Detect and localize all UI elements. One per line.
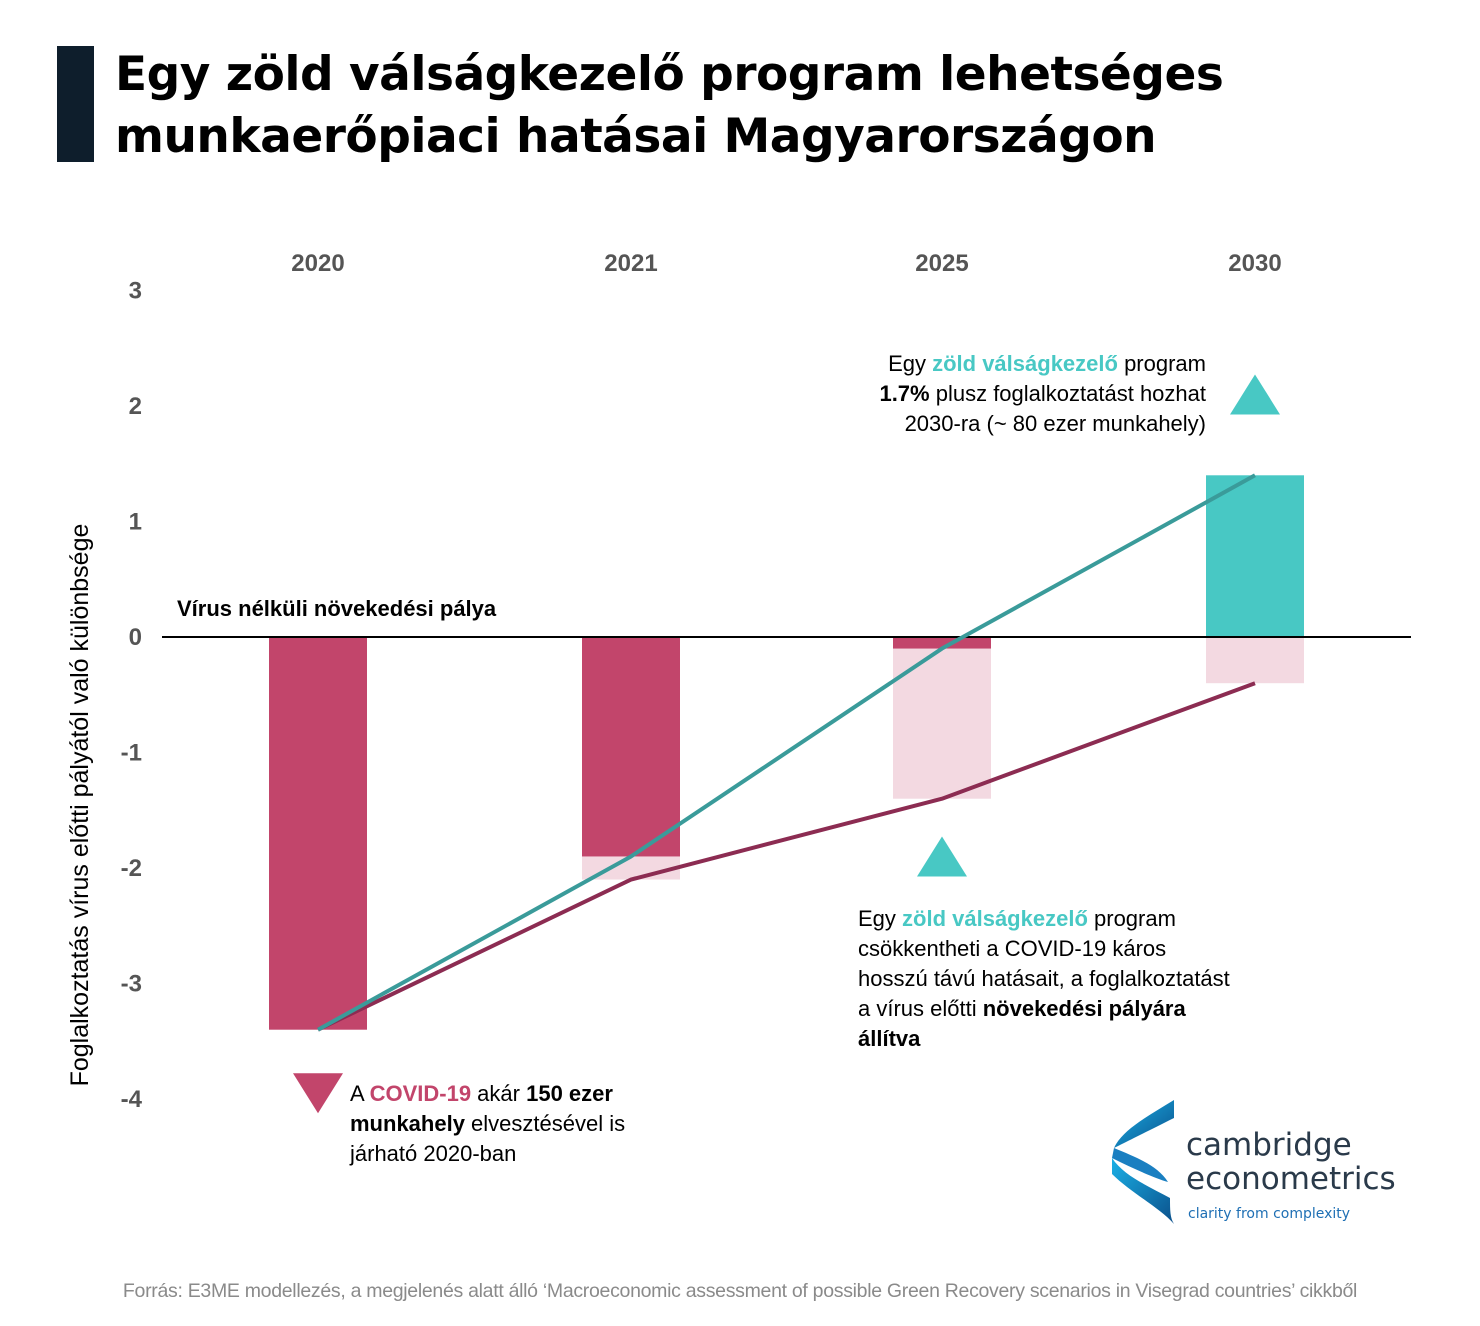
title-accent-bar [57,46,94,162]
x-tick-label-2020: 2020 [291,250,344,277]
bar-2025 [893,637,991,649]
y-tick-label: 1 [129,509,142,536]
logo-swoosh-icon [1112,1100,1174,1224]
bar-extension-2025 [893,637,991,799]
y-tick-label: 0 [129,624,142,651]
line-covid-path [317,681,1256,1032]
chart-title-line-1: Egy zöld válságkezelő program lehetséges [115,47,1224,102]
x-tick-label-2025: 2025 [915,250,968,277]
bar-2021 [582,637,680,857]
cambridge-econometrics-logo: cambridge econometrics clarity from comp… [1108,1096,1428,1228]
annotation-green-2025: Egy zöld válságkezelő program csökkenthe… [858,906,1230,1051]
y-tick-label: -4 [121,1086,143,1113]
logo-tagline: clarity from complexity [1188,1206,1351,1222]
x-tick-label-2021: 2021 [604,250,657,277]
logo-wordmark: cambridge econometrics [1186,1127,1396,1197]
y-tick-label: 2 [129,393,142,420]
line-green-path [317,473,1256,1032]
x-tick-label-2030: 2030 [1228,250,1281,277]
y-tick-label: -3 [121,971,142,998]
chart-title: Egy zöld válságkezelő program lehetséges… [115,44,1224,168]
source-note: Forrás: E3ME modellezés, a megjelenés al… [122,1280,1358,1302]
baseline-label: Vírus nélküli növekedési pálya [177,596,497,621]
annotation-green-2030: Egy zöld válságkezelő program 1.7% plusz… [879,351,1206,436]
bar-2030 [1206,475,1304,637]
y-tick-label: -1 [121,740,142,767]
y-axis-label: Foglalkoztatás vírus előtti pályától val… [66,523,94,1087]
chart-title-line-2: munkaerőpiaci hatásai Magyarországon [115,109,1157,164]
y-tick-label: -2 [121,855,142,882]
triangle-up-icon-2030 [1230,374,1280,415]
y-tick-label: 3 [129,278,142,305]
bar-2020 [269,637,367,1030]
triangle-down-icon-2020 [293,1073,343,1114]
annotation-covid-2020: A COVID-19 akár 150 ezer munkahely elves… [350,1081,626,1166]
bar-extension-2030 [1206,637,1304,684]
triangle-up-icon-2025 [917,836,967,877]
